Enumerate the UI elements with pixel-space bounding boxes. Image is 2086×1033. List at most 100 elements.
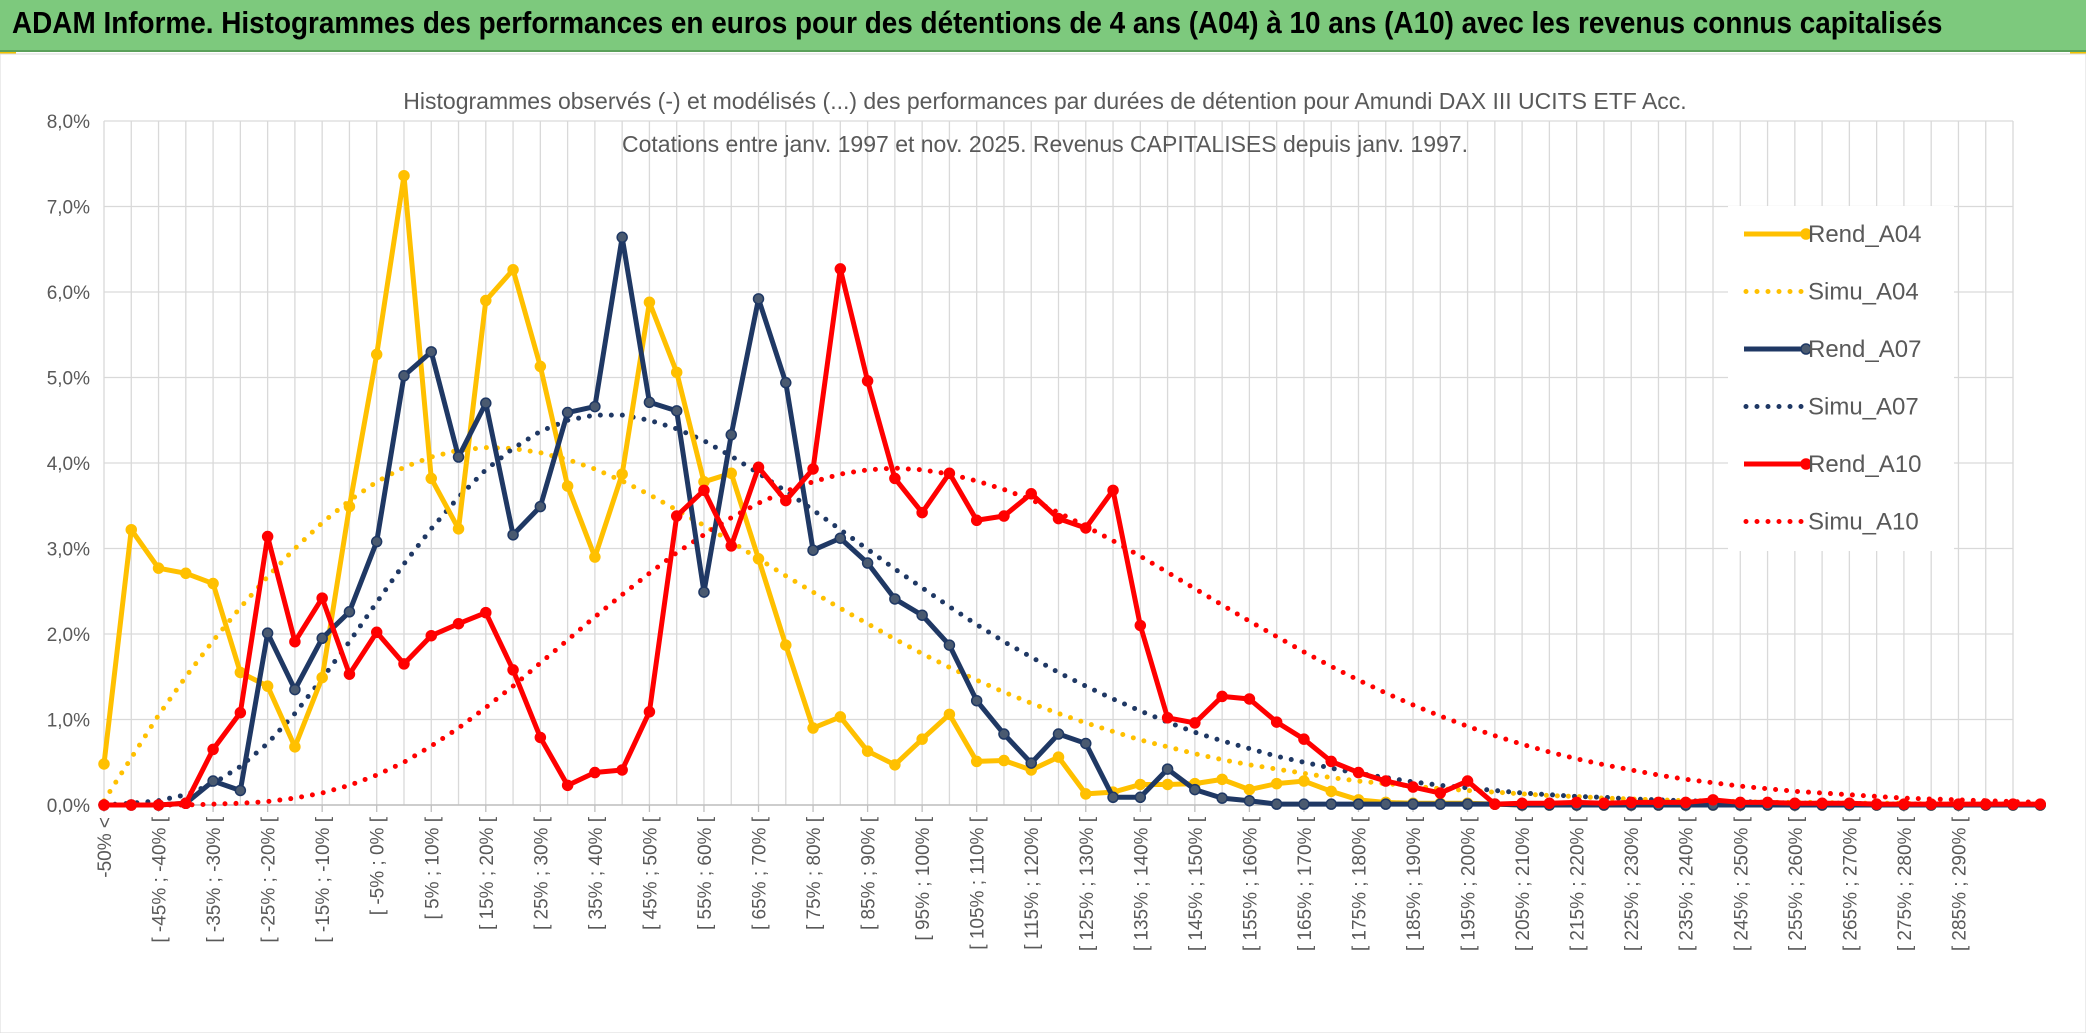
banner-title: ADAM Informe. Histogrammes des performan…: [12, 5, 1943, 40]
rend-a07-point: [370, 535, 383, 548]
rend-a10-point: [943, 467, 956, 480]
rend-a07-point: [670, 405, 683, 417]
rend-a10-point: [1298, 733, 1310, 745]
rend-a04-point: [98, 758, 110, 770]
legend-label-simu-a04: Simu_A04: [1808, 279, 1919, 306]
rend-a10-point: [780, 494, 792, 507]
rend-a04-point: [725, 467, 737, 480]
rend-a10-point: [289, 635, 301, 648]
x-tick-label: [ 105% ; 110% [: [968, 816, 989, 949]
rend-a04-point: [207, 577, 219, 590]
rend-a04-point: [1134, 778, 1147, 791]
series: [98, 169, 2047, 811]
rend-a10-point: [370, 626, 383, 639]
rend-a07-point: [698, 586, 710, 598]
rend-a07-point: [534, 500, 547, 513]
rend-a07-point: [834, 532, 847, 544]
rend-a10-point: [1434, 787, 1447, 799]
x-tick-label: [ 85% ; 90% [: [859, 816, 880, 930]
x-tick-label: [ 55% ; 60% [: [695, 816, 716, 930]
rend-a10-point: [561, 779, 574, 792]
legend-marker-rend-a10: [1800, 458, 1812, 470]
rend-a04-point: [1298, 775, 1310, 787]
rend-a10-point: [861, 375, 874, 387]
rend-a10-point: [1025, 488, 1037, 500]
rend-a10-point: [98, 799, 110, 811]
rend-a04-point: [616, 468, 628, 480]
x-tick-label: [ 255% ; 260% [: [1786, 816, 1807, 951]
rend-a07-point: [452, 451, 465, 463]
rend-a07-point: [561, 406, 574, 419]
x-tick-label: [ 95% ; 100% [: [913, 816, 934, 940]
x-tick-label: [ -35% ; -30% [: [204, 816, 225, 942]
rend-a04-point: [289, 741, 301, 753]
rend-a10-point: [1843, 797, 1856, 810]
rend-a10-point: [2034, 798, 2047, 810]
simu-a04-line: [101, 445, 2043, 807]
legend-label-simu-a07: Simu_A07: [1808, 394, 1919, 421]
rend-a04-point: [1052, 751, 1065, 763]
rend-a04-point: [452, 523, 465, 535]
rend-a10-point: [1925, 798, 1937, 810]
rend-a07-point: [1107, 791, 1119, 804]
x-tick-label: [ 265% ; 270% [: [1840, 816, 1861, 951]
rend-a10-point: [1461, 775, 1474, 787]
y-tick-label: 2,0%: [47, 625, 90, 646]
rend-a04-point: [889, 759, 901, 771]
rend-a10-point: [1270, 716, 1283, 728]
rend-a07-point: [507, 529, 519, 541]
rend-a10-point: [1107, 484, 1119, 497]
legend: Rend_A04 Simu_A04 Rend_A07 Simu_A07 Rend_A10…: [1728, 206, 1954, 551]
rend-a10-point: [1870, 798, 1883, 810]
x-tick-label: [ 35% ; 40% [: [586, 816, 607, 930]
x-tick-label: [ 45% ; 50% [: [640, 816, 661, 930]
x-tick-label: [ 165% ; 170% [: [1295, 816, 1316, 951]
y-tick-label: 4,0%: [47, 454, 90, 475]
rend-a10-point: [125, 799, 138, 811]
rend-a10-point: [343, 668, 356, 680]
rend-a10-point: [725, 540, 737, 552]
rend-a04-point: [152, 562, 165, 574]
rend-a04-point: [670, 366, 683, 379]
rend-a10-point: [1325, 755, 1337, 768]
legend-label-rend-a04: Rend_A04: [1808, 221, 1921, 248]
rend-a04-point: [780, 639, 792, 651]
rend-a07-point: [1380, 798, 1392, 810]
rend-a04-point: [916, 733, 928, 745]
x-tick-label: [ 225% ; 230% [: [1622, 816, 1643, 951]
rend-a04-point: [425, 472, 438, 485]
rend-a10-point: [534, 731, 547, 744]
rend-a07-point: [1434, 798, 1447, 810]
rend-a07-point: [616, 231, 628, 244]
rend-a07-point: [1189, 783, 1201, 796]
legend-background: [1728, 206, 1954, 551]
rend-a10-point: [1052, 512, 1065, 525]
rend-a04-point: [752, 553, 765, 565]
rend-a10-point: [180, 797, 192, 810]
rend-a07-point: [1080, 737, 1092, 750]
rend-a10-point: [507, 664, 519, 676]
rend-a10-point: [889, 472, 901, 485]
rend-a07-point: [1461, 798, 1474, 810]
rend-a07-point: [316, 632, 328, 645]
rend-a10-point: [752, 461, 765, 474]
legend-label-simu-a10: Simu_A10: [1808, 509, 1919, 536]
rend-a10-point: [425, 629, 438, 642]
rend-a10-point: [1489, 798, 1501, 810]
x-tick-label: [ 15% ; 20% [: [477, 816, 498, 930]
rend-a10-point: [152, 799, 165, 811]
x-tick-label: [ -15% ; -10% [: [313, 816, 334, 942]
rend-a10-point: [1898, 798, 1910, 810]
rend-a04-point: [1216, 773, 1228, 786]
x-tick-label: [ 155% ; 160% [: [1240, 816, 1261, 951]
x-tick-label: [ 185% ; 190% [: [1404, 816, 1425, 951]
rend-a04-point: [1243, 783, 1256, 796]
y-tick-label: 6,0%: [47, 283, 90, 304]
rend-a04-point: [534, 360, 547, 373]
x-tick-label: [ 25% ; 30% [: [531, 816, 552, 930]
rend-a10-point: [1952, 798, 1965, 810]
rend-a07-point: [207, 775, 219, 787]
rend-a07-point: [1298, 798, 1310, 810]
x-tick-label: [ 245% ; 250% [: [1731, 816, 1752, 951]
rend-a04-point: [261, 680, 274, 692]
